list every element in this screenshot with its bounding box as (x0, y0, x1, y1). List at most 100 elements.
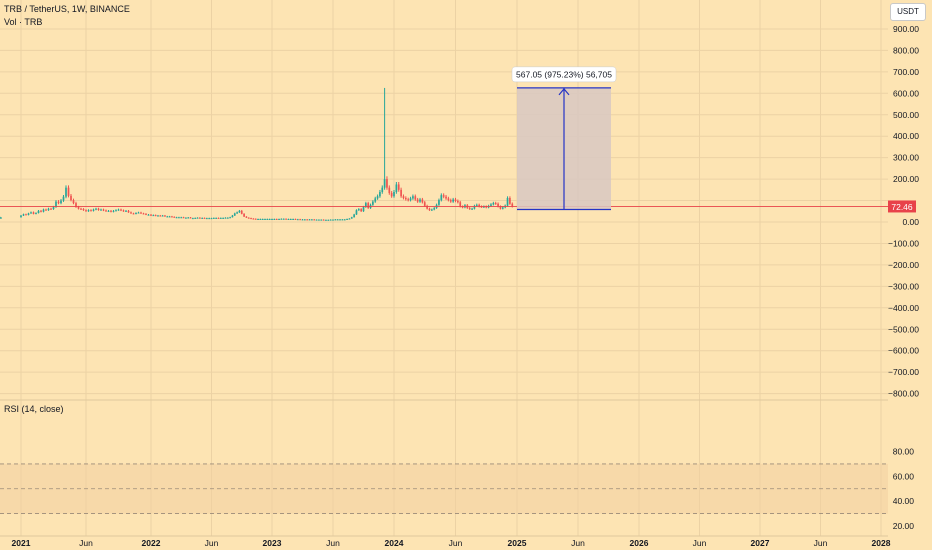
candle-body (412, 196, 414, 199)
rsi-label[interactable]: RSI (14, close) (4, 404, 64, 414)
candle-body (294, 218, 297, 220)
candle-body (231, 215, 234, 218)
candle-body (117, 209, 120, 211)
grid-layer (0, 0, 888, 536)
price-tick-label: −200.00 (888, 260, 919, 270)
candle-body (423, 202, 426, 206)
time-tick-label: Jun (814, 538, 828, 548)
candle-body (40, 210, 42, 212)
candle-body (264, 218, 266, 220)
candle-body (196, 217, 199, 219)
candle-body (367, 203, 370, 209)
last-price-value: 72.46 (891, 202, 913, 212)
candle-body (226, 217, 229, 219)
candle-body (452, 199, 454, 202)
candle-body (35, 212, 37, 214)
rsi-pane[interactable] (0, 399, 888, 514)
candle-body (315, 219, 318, 221)
candle-body (100, 209, 102, 211)
candle-body (292, 218, 294, 220)
candle-body (161, 215, 164, 217)
candle-body (240, 210, 243, 214)
candle-body (80, 208, 82, 210)
candle-body (501, 207, 504, 209)
price-tick-label: 500.00 (893, 110, 919, 120)
candle-body (492, 203, 495, 205)
candle-body (416, 199, 419, 202)
candle-body (208, 218, 211, 220)
time-tick-label: 2027 (751, 538, 770, 548)
candle-body (336, 219, 339, 221)
candle-body (60, 200, 62, 204)
time-tick-label: Jun (693, 538, 707, 548)
candle-body (171, 216, 173, 218)
candle-body (426, 205, 428, 209)
candle-body (261, 218, 264, 220)
candle-body (75, 203, 77, 207)
candle-body (189, 217, 192, 219)
candle-body (187, 217, 190, 219)
candle-body (438, 200, 440, 205)
candle-body (130, 212, 132, 214)
time-tick-label: 2024 (385, 538, 404, 548)
candle-body (137, 212, 140, 214)
candle-body (219, 217, 222, 219)
candle-body (72, 200, 75, 204)
candle-body (243, 213, 245, 217)
candle-body (107, 210, 110, 212)
price-tick-label: −400.00 (888, 303, 919, 313)
symbol-title[interactable]: TRB / TetherUS, 1W, BINANCE (4, 4, 130, 14)
candle-body (192, 218, 194, 220)
candle-body (509, 197, 511, 204)
candle-body (397, 184, 400, 190)
candle-body (275, 218, 278, 220)
candle-body (140, 212, 142, 214)
candle-body (224, 217, 227, 219)
candle-body (168, 216, 171, 218)
candle-body (70, 195, 72, 201)
candle-body (372, 201, 374, 205)
time-tick-label: Jun (326, 538, 340, 548)
candle-body (105, 210, 107, 212)
candle-body (166, 216, 169, 218)
price-tick-label: 400.00 (893, 131, 919, 141)
candle-body (419, 199, 421, 202)
candle-body (296, 219, 299, 221)
candle-body (147, 214, 150, 216)
price-tick-label: −300.00 (888, 281, 919, 291)
candle-body (182, 217, 185, 219)
measure-arrow-head (558, 87, 570, 96)
candle-body (175, 217, 178, 219)
candle-body (268, 218, 271, 220)
rsi-tick-label: 40.00 (893, 496, 915, 506)
candle-body (282, 218, 285, 220)
measure-tool[interactable]: 567.05 (975.23%) 56,705 (511, 66, 617, 211)
candle-body (388, 187, 391, 194)
volume-label[interactable]: Vol · TRB (4, 17, 43, 27)
candle-body (497, 203, 499, 207)
candle-body (306, 219, 309, 221)
candle-body (440, 195, 443, 201)
candle-body (157, 215, 159, 217)
time-tick-label: 2023 (263, 538, 282, 548)
candle-body (199, 217, 201, 219)
time-tick-label: Jun (79, 538, 93, 548)
candle-body (127, 210, 130, 213)
candle-body (92, 209, 95, 211)
candle-body (318, 219, 320, 221)
price-pane[interactable]: 72.46 (0, 87, 916, 221)
candle-body (65, 187, 67, 197)
candle-body (132, 213, 135, 215)
candle-body (381, 187, 384, 192)
candle-body (353, 214, 355, 218)
candle-body (25, 214, 27, 216)
candle-body (271, 218, 273, 220)
candle-body (82, 209, 85, 211)
candle-body (0, 217, 2, 219)
candle-body (430, 209, 433, 211)
candle-body (459, 202, 462, 207)
candle-body (386, 179, 388, 188)
candle-body (203, 217, 206, 219)
currency-button[interactable]: USDT (890, 3, 926, 21)
